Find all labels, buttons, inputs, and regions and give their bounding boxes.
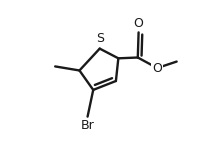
- Text: O: O: [152, 62, 162, 75]
- Text: O: O: [134, 17, 144, 30]
- Text: Br: Br: [81, 119, 94, 132]
- Text: S: S: [96, 32, 104, 45]
